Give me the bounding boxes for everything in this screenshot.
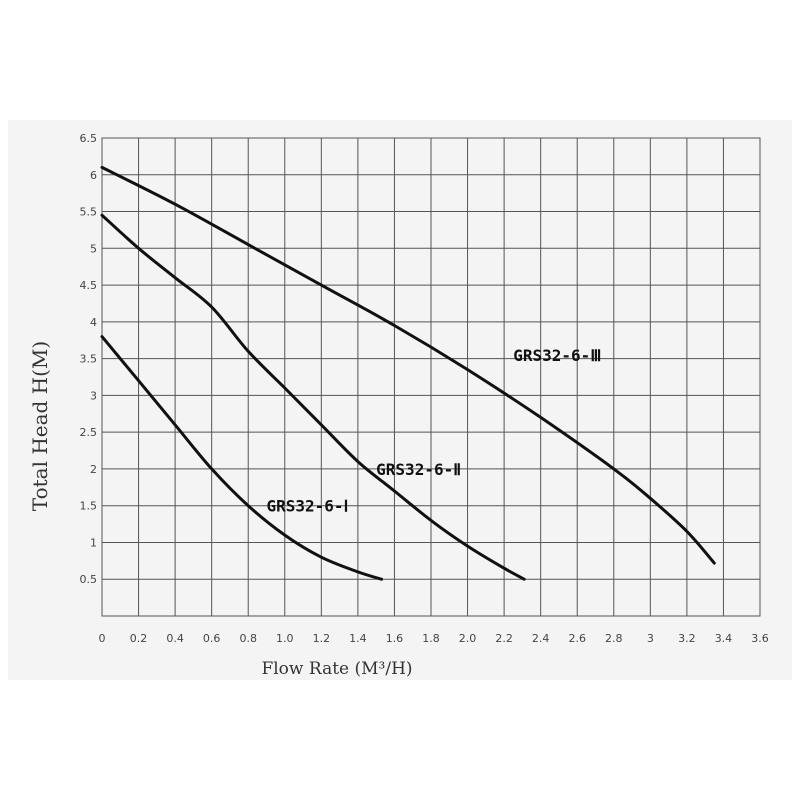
y-tick-label: 1 [90,536,97,549]
y-tick-label: 3.5 [80,353,98,366]
series-label: GRS32-6-Ⅰ [267,497,349,516]
y-tick-label: 4.5 [80,279,98,292]
x-tick-label: 0.2 [130,632,148,645]
x-tick-label: 2.2 [495,632,513,645]
x-tick-label: 0.4 [166,632,184,645]
x-tick-label: 3.4 [715,632,733,645]
x-tick-label: 0.6 [203,632,221,645]
series-line [100,335,384,581]
x-tick-label: 1.2 [313,632,331,645]
x-tick-label: 2.6 [568,632,586,645]
y-tick-label: 1.5 [80,500,98,513]
x-tick-labels: 0 0.2 0.4 0.6 0.8 1.0 1.2 1.4 1.6 1.8 2.0 2.2 2.4 2.6… [99,632,769,645]
y-tick-label: 2.5 [80,426,98,439]
series-line [100,213,526,581]
x-tick-label: 3.2 [678,632,696,645]
x-tick-label: 0 [99,632,106,645]
x-tick-label: 1.4 [349,632,367,645]
x-tick-label: 1.6 [386,632,404,645]
x-tick-label: 3 [647,632,654,645]
y-tick-label: 4 [90,316,97,329]
y-axis-label: Total Head H(M) [28,341,52,511]
x-tick-label: 2.8 [605,632,623,645]
series-labels: GRS32-6-Ⅰ GRS32-6-Ⅱ GRS32-6-Ⅲ [267,346,602,516]
x-tick-label: 1.8 [422,632,440,645]
x-tick-label: 2.4 [532,632,550,645]
x-tick-label: 2.0 [459,632,477,645]
series-label: GRS32-6-Ⅱ [376,460,461,479]
y-tick-label: 6.5 [80,132,98,145]
series-curves [100,165,716,581]
x-tick-label: 1.0 [276,632,294,645]
y-tick-label: 3 [90,389,97,402]
y-tick-label: 5 [90,242,97,255]
series-label: GRS32-6-Ⅲ [513,346,601,365]
series-line [100,165,716,565]
y-tick-label: 5.5 [80,206,98,219]
x-tick-label: 3.6 [751,632,769,645]
y-tick-label: 0.5 [80,573,98,586]
x-tick-label: 0.8 [239,632,257,645]
y-tick-label: 2 [90,463,97,476]
grid [101,137,761,617]
y-tick-label: 6 [90,169,97,182]
x-axis-label: Flow Rate (M³/H) [261,659,412,679]
y-tick-labels: 0.5 1 1.5 2 2.5 3 3.5 4 4.5 5 5.5 6 6.5 [80,132,98,586]
